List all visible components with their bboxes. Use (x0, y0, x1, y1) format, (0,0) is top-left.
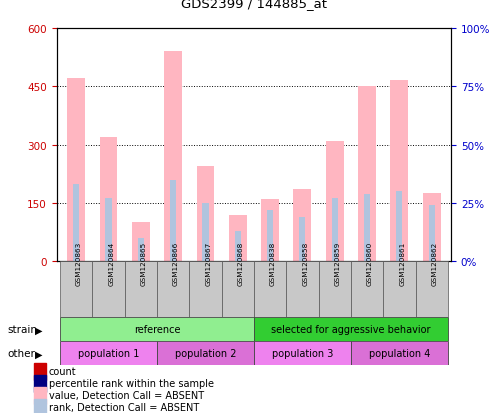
Bar (34, 387, 46, 404)
Text: GSM120861: GSM120861 (399, 242, 405, 285)
Bar (73, 185, 79, 262)
Text: rank, Detection Call = ABSENT: rank, Detection Call = ABSENT (49, 402, 199, 412)
Bar (235, 232, 241, 262)
Text: strain: strain (7, 325, 37, 335)
Text: GSM120860: GSM120860 (367, 242, 373, 285)
Bar (428, 206, 435, 262)
Bar (332, 199, 338, 262)
Bar (299, 218, 306, 262)
Bar (34, 363, 46, 380)
Text: ▶: ▶ (35, 325, 42, 335)
Text: value, Detection Call = ABSENT: value, Detection Call = ABSENT (49, 390, 204, 400)
Bar (189, 262, 221, 318)
Text: population 4: population 4 (369, 349, 430, 358)
Text: population 2: population 2 (175, 349, 236, 358)
Text: GSM120863: GSM120863 (76, 242, 82, 285)
Text: GDS2399 / 144885_at: GDS2399 / 144885_at (181, 0, 327, 10)
Bar (390, 81, 408, 262)
Bar (92, 262, 125, 318)
Text: GSM120859: GSM120859 (335, 242, 341, 285)
Bar (221, 262, 254, 318)
Bar (202, 204, 209, 262)
Text: GSM120865: GSM120865 (141, 242, 147, 285)
Bar (157, 262, 189, 318)
Bar (132, 223, 150, 262)
Text: count: count (49, 366, 76, 376)
Bar (254, 318, 448, 342)
Bar (170, 180, 176, 262)
Bar (60, 342, 157, 366)
Text: ▶: ▶ (35, 349, 42, 358)
Bar (293, 190, 311, 262)
Bar (286, 262, 318, 318)
Text: reference: reference (134, 325, 180, 335)
Bar (106, 199, 111, 262)
Bar (60, 262, 92, 318)
Bar (254, 262, 286, 318)
Bar (34, 375, 46, 392)
Bar (351, 342, 448, 366)
Bar (197, 166, 214, 262)
Text: GSM120868: GSM120868 (238, 242, 244, 285)
Bar (254, 342, 351, 366)
Bar (138, 239, 144, 262)
Text: GSM120864: GSM120864 (108, 242, 114, 285)
Text: population 3: population 3 (272, 349, 333, 358)
Text: GSM120867: GSM120867 (206, 242, 211, 285)
Bar (423, 194, 441, 262)
Bar (157, 342, 254, 366)
Bar (416, 262, 448, 318)
Text: population 1: population 1 (78, 349, 139, 358)
Bar (164, 52, 182, 262)
Bar (318, 262, 351, 318)
Text: GSM120858: GSM120858 (302, 242, 309, 285)
Bar (267, 211, 273, 262)
Bar (261, 199, 279, 262)
Text: selected for aggressive behavior: selected for aggressive behavior (271, 325, 430, 335)
Bar (326, 141, 344, 262)
Bar (396, 192, 402, 262)
Bar (34, 399, 46, 413)
Bar (383, 262, 416, 318)
Bar (358, 87, 376, 262)
Text: GSM120866: GSM120866 (173, 242, 179, 285)
Text: GSM120862: GSM120862 (432, 242, 438, 285)
Bar (229, 215, 246, 262)
Text: percentile rank within the sample: percentile rank within the sample (49, 378, 214, 388)
Bar (364, 194, 370, 262)
Bar (100, 138, 117, 262)
Text: GSM120838: GSM120838 (270, 242, 276, 285)
Bar (67, 79, 85, 262)
Bar (125, 262, 157, 318)
Bar (351, 262, 383, 318)
Text: other: other (7, 349, 35, 358)
Bar (60, 318, 254, 342)
